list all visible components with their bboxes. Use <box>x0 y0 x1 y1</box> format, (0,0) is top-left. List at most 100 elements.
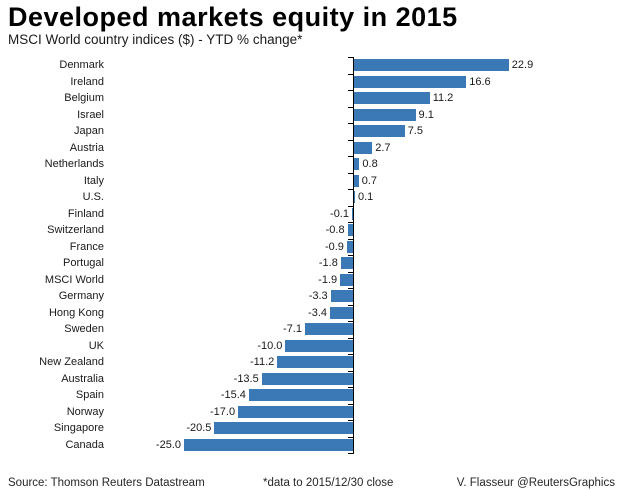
value-label: -3.4 <box>308 306 328 319</box>
data-footnote: *data to 2015/12/30 close <box>263 477 394 489</box>
category-label: Singapore <box>53 422 104 434</box>
axis-tick <box>348 106 354 108</box>
axis-tick <box>348 156 354 157</box>
category-label: Portugal <box>63 257 104 269</box>
page-title: Developed markets equity in 2015 <box>8 2 458 32</box>
bar-negative <box>238 405 353 418</box>
chart-subtitle: MSCI World country indices ($) - YTD % c… <box>8 32 303 47</box>
axis-tick <box>348 222 354 223</box>
value-label: -3.3 <box>308 290 328 303</box>
value-label: -11.2 <box>250 356 275 369</box>
axis-tick <box>348 354 354 355</box>
axis-tick <box>348 436 354 438</box>
value-label: 0.8 <box>362 158 378 171</box>
category-label: Austria <box>69 141 104 154</box>
value-label: 22.9 <box>511 59 534 72</box>
category-label: UK <box>88 339 104 352</box>
value-label: 16.6 <box>469 75 491 88</box>
author-credit: V. Flasseur @ReutersGraphics <box>456 477 615 489</box>
bar-positive <box>354 75 467 88</box>
value-label: 11.2 <box>432 92 454 105</box>
category-label: Switzerland <box>47 224 104 236</box>
axis-tick <box>348 420 354 421</box>
bar-negative <box>248 389 353 402</box>
axis-tick <box>348 123 354 124</box>
bar-positive <box>354 125 405 138</box>
value-label: 2.7 <box>375 141 391 154</box>
axis-tick <box>348 453 354 454</box>
category-label: Spain <box>75 389 104 401</box>
bar-negative <box>277 356 353 369</box>
axis-tick <box>348 271 354 273</box>
value-label: 9.1 <box>418 108 434 121</box>
axis-tick <box>348 205 354 207</box>
bar-negative <box>330 290 353 303</box>
value-label: -13.5 <box>233 372 259 385</box>
bar-negative <box>340 257 353 270</box>
axis-tick <box>348 172 354 174</box>
category-label: MSCI World <box>44 273 104 286</box>
category-label: Israel <box>77 108 104 121</box>
category-label: U.S. <box>82 191 104 203</box>
category-label: Denmark <box>59 59 104 71</box>
value-label: -1.8 <box>318 257 338 270</box>
bar-positive <box>354 108 416 121</box>
category-label: New Zealand <box>39 356 104 368</box>
axis-tick <box>348 337 354 339</box>
category-label: France <box>69 240 104 253</box>
bar-positive <box>354 92 430 105</box>
bar-negative <box>214 422 353 435</box>
value-label: 0.7 <box>361 174 378 187</box>
axis-tick <box>348 90 354 91</box>
bar-positive <box>354 191 355 204</box>
bar-positive <box>354 174 359 187</box>
axis-tick <box>348 304 354 306</box>
bar-negative <box>330 306 353 319</box>
axis-tick <box>348 73 354 75</box>
source-note: Source: Thomson Reuters Datastream <box>8 477 205 489</box>
axis-tick <box>348 387 354 388</box>
axis-tick <box>348 321 354 322</box>
bar-negative <box>285 339 353 352</box>
bar-negative <box>346 240 353 253</box>
value-label: -17.0 <box>210 405 236 418</box>
value-label: -0.9 <box>324 240 344 253</box>
value-label: 7.5 <box>407 125 423 138</box>
bar-negative <box>305 323 353 336</box>
category-label: Hong Kong <box>48 306 104 319</box>
axis-tick <box>348 139 354 141</box>
bar-negative <box>340 273 353 286</box>
category-label: Italy <box>83 174 104 187</box>
axis-tick <box>348 403 354 405</box>
category-label: Norway <box>66 405 104 418</box>
axis-tick <box>348 57 354 58</box>
value-label: -0.8 <box>325 224 345 237</box>
category-label: Netherlands <box>44 158 104 170</box>
category-label: Ireland <box>70 75 104 88</box>
bar-positive <box>354 141 373 154</box>
value-label: -10.0 <box>257 339 283 352</box>
axis-tick <box>348 255 354 256</box>
axis-tick <box>348 370 354 372</box>
axis-tick <box>348 238 354 240</box>
value-label: -1.9 <box>318 273 338 286</box>
value-label: -20.5 <box>186 422 212 435</box>
bar-negative <box>352 207 353 220</box>
value-label: -15.4 <box>220 389 246 402</box>
bar-negative <box>184 438 353 451</box>
category-label: Sweden <box>64 323 104 335</box>
category-label: Belgium <box>64 92 104 104</box>
bar-negative <box>347 224 353 237</box>
value-label: -25.0 <box>155 438 181 451</box>
bar-negative <box>261 372 353 385</box>
value-label: -7.1 <box>283 323 302 336</box>
category-label: Canada <box>65 438 104 451</box>
axis-tick <box>348 288 354 289</box>
bar-positive <box>354 158 360 171</box>
category-label: Finland <box>67 207 104 220</box>
category-label: Australia <box>61 372 104 385</box>
category-label: Japan <box>74 125 104 137</box>
axis-tick <box>348 189 354 190</box>
